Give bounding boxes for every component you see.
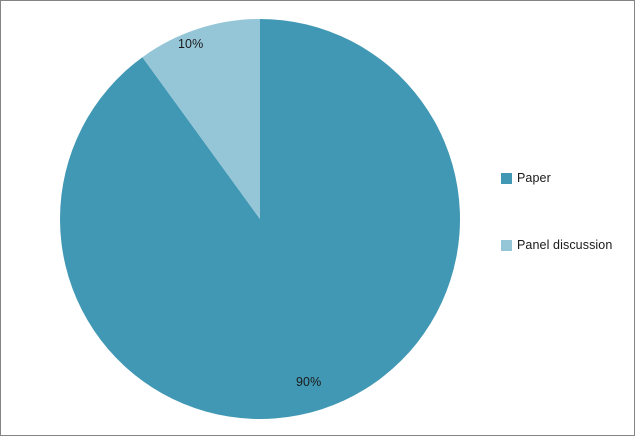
pie-slice-paper[interactable] <box>60 19 461 419</box>
plot-area: 10% 90% <box>1 1 486 435</box>
pie-svg <box>60 19 461 419</box>
chart-legend: Paper Panel discussion <box>499 1 634 435</box>
legend-swatch-icon-panel-discussion <box>501 239 512 251</box>
legend-item-paper[interactable]: Paper <box>501 171 551 185</box>
pie-slice-panel-discussion[interactable] <box>142 19 260 219</box>
legend-item-panel-discussion[interactable]: Panel discussion <box>501 238 612 252</box>
legend-label-paper: Paper <box>517 171 551 185</box>
data-label-panel-discussion: 10% <box>178 37 204 51</box>
legend-swatch-icon-paper <box>501 172 512 184</box>
legend-label-panel-discussion: Panel discussion <box>517 238 613 252</box>
data-label-paper: 90% <box>296 375 322 389</box>
